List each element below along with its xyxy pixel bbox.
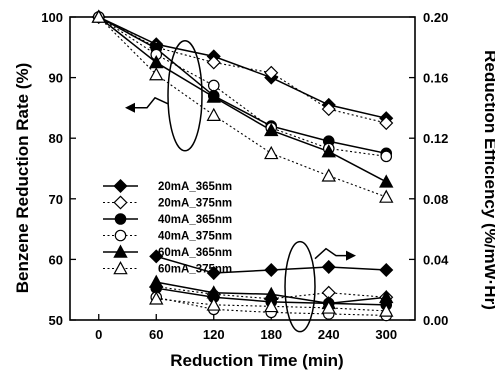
annotation-arrow-right — [314, 247, 350, 260]
y-left-tick-label: 60 — [49, 252, 63, 267]
series-markers — [91, 9, 394, 322]
legend-label-60ma_375nm: 60mA_375nm — [158, 264, 232, 276]
legend-marker-20ma_365nm — [113, 178, 128, 194]
legend-marker-60ma_365nm — [113, 244, 128, 258]
data-point-20ma_375nm — [379, 116, 394, 131]
data-point-20ma_365nm — [379, 262, 394, 278]
y-right-tick-label: 0.16 — [423, 71, 448, 86]
x-tick-label: 120 — [203, 327, 225, 342]
series-line-40ma_365nm-left — [98, 16, 387, 155]
legend-marker-40ma_365nm — [114, 213, 127, 225]
annotation-arrowhead-right — [346, 250, 356, 261]
data-point-20ma_375nm — [321, 102, 336, 117]
series-line-60ma_375nm-left — [98, 16, 387, 198]
y-left-tick-label: 50 — [49, 313, 63, 328]
x-tick-label: 180 — [260, 327, 282, 342]
data-point-60ma_365nm — [379, 174, 394, 188]
data-point-20ma_365nm — [206, 265, 221, 281]
annotations — [125, 40, 356, 333]
y-right-tick-label: 0.04 — [423, 252, 449, 267]
y-left-tick-label: 70 — [49, 192, 63, 207]
data-point-60ma_375nm — [149, 67, 164, 81]
data-point-20ma_375nm — [264, 65, 279, 80]
tick-marks: 0 60 120 180 240 300 50 60 70 80 90 100 0.00 0.04 0.08… — [41, 10, 449, 342]
y-left-axis-title: Benzene Reduction Rate (%) — [13, 63, 32, 293]
legend-label-20ma_375nm: 20mA_375nm — [158, 198, 232, 210]
x-tick-label: 0 — [95, 327, 102, 342]
x-tick-label: 60 — [149, 327, 163, 342]
y-left-tick-label: 100 — [41, 10, 63, 25]
legend-marker-60ma_375nm — [113, 261, 128, 275]
legend-marker-20ma_375nm — [113, 195, 128, 210]
data-point-60ma_365nm — [379, 289, 394, 304]
data-point-40ma_375nm — [380, 150, 393, 163]
data-point-60ma_375nm — [264, 145, 279, 160]
axes — [69, 16, 416, 321]
series-line-60ma_365nm-left — [98, 16, 387, 183]
series-line-40ma_375nm-left — [98, 16, 387, 157]
legend-label-60ma_365nm: 60mA_365nm — [158, 247, 232, 259]
data-point-20ma_365nm — [149, 249, 164, 264]
data-point-60ma_375nm — [264, 298, 279, 313]
data-point-20ma_375nm — [206, 55, 221, 70]
data-point-60ma_375nm — [379, 303, 394, 317]
plot-frame — [69, 16, 416, 321]
x-tick-label: 300 — [375, 327, 397, 342]
data-point-60ma_375nm — [206, 107, 221, 121]
x-tick-label: 240 — [318, 327, 340, 342]
data-point-60ma_375nm — [149, 291, 164, 305]
y-right-tick-label: 0.00 — [423, 313, 448, 328]
annotation-ellipse-left — [167, 40, 203, 152]
series-line-20ma_375nm-left — [98, 16, 387, 124]
data-point-60ma_375nm — [321, 300, 336, 314]
y-right-tick-label: 0.20 — [423, 10, 448, 25]
data-point-60ma_375nm — [321, 168, 336, 182]
y-right-tick-label: 0.08 — [423, 192, 448, 207]
data-point-60ma_375nm — [91, 9, 106, 23]
legend-label-20ma_365nm: 20mA_365nm — [158, 181, 232, 193]
y-right-tick-label: 0.12 — [423, 131, 448, 146]
series-line-20ma_365nm-left — [98, 16, 387, 119]
x-axis-title: Reduction Time (min) — [170, 351, 343, 370]
series-lines — [98, 16, 387, 317]
y-left-tick-label: 80 — [49, 131, 63, 146]
legend: 20mA_365nm 20mA_375nm 40mA_365nm 40mA_375nm… — [103, 178, 232, 276]
data-point-60ma_365nm — [149, 274, 164, 288]
data-point-60ma_365nm — [321, 144, 336, 158]
annotation-arrowhead-left — [125, 102, 135, 113]
legend-label-40ma_375nm: 40mA_375nm — [158, 231, 232, 243]
data-point-40ma_375nm — [207, 79, 220, 92]
y-left-tick-label: 90 — [49, 71, 63, 86]
data-point-20ma_365nm — [264, 262, 279, 278]
data-point-60ma_365nm — [206, 89, 221, 103]
data-point-60ma_375nm — [206, 297, 221, 311]
y-right-axis-title: Reduction Efficiency (%/mW·Hr) — [481, 50, 495, 310]
data-point-60ma_365nm — [264, 122, 279, 137]
annotation-arrow-left — [131, 96, 169, 109]
data-point-60ma_375nm — [379, 189, 394, 203]
data-point-20ma_365nm — [321, 259, 336, 275]
legend-marker-40ma_375nm — [114, 229, 127, 242]
annotation-ellipse-right — [284, 240, 316, 333]
legend-label-40ma_365nm: 40mA_365nm — [158, 214, 232, 226]
